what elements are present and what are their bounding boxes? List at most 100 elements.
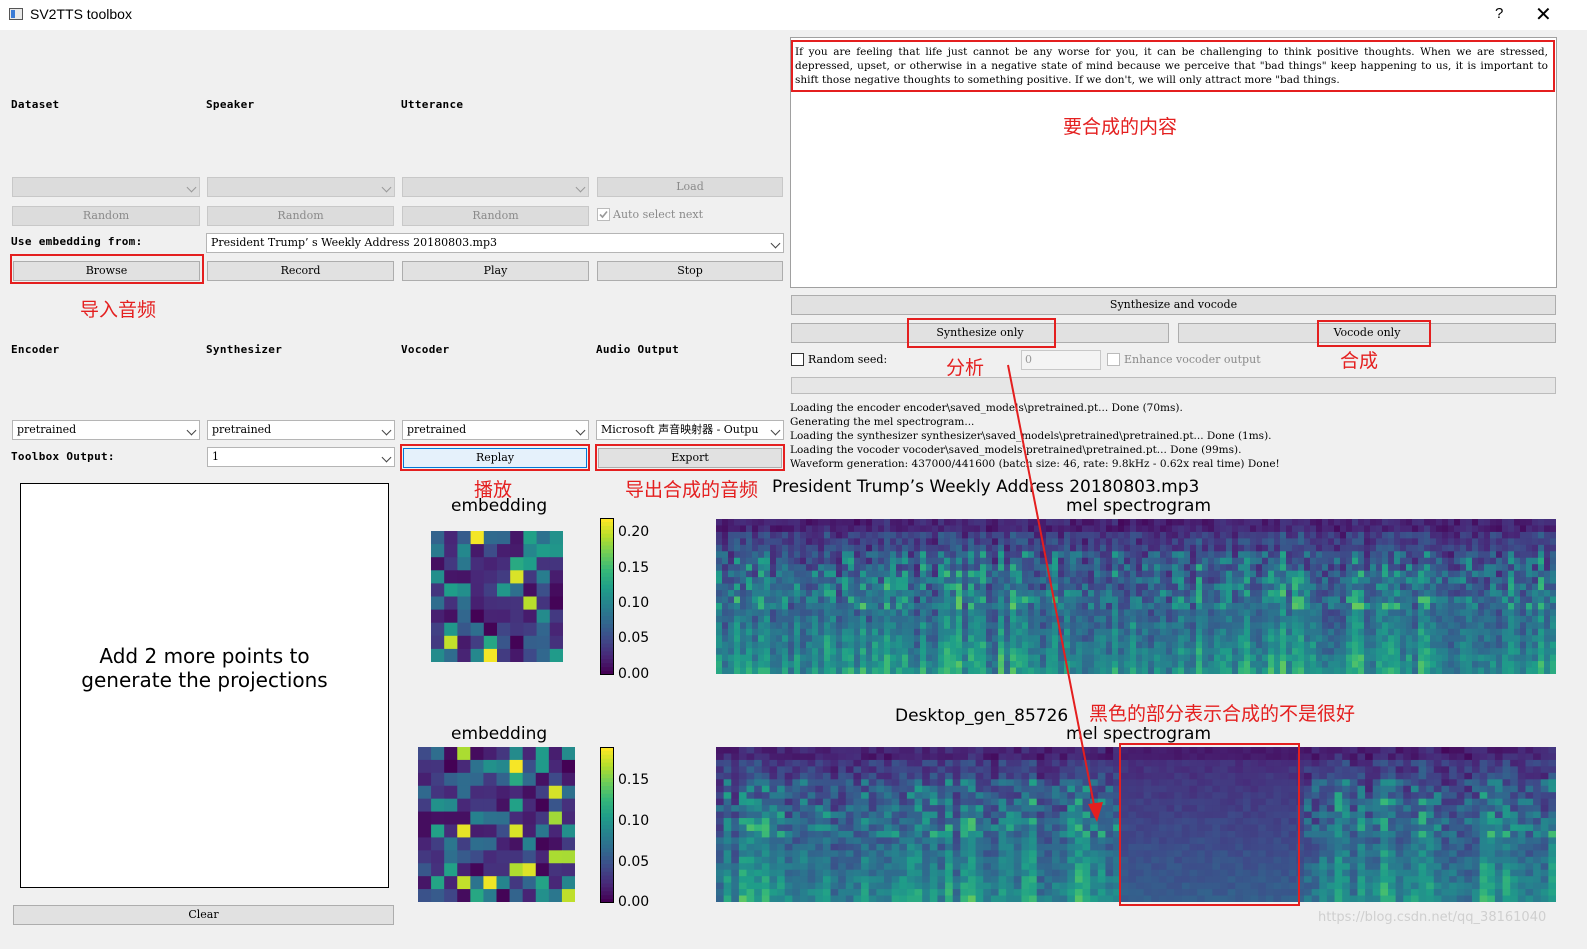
- mel-pixel: [1520, 667, 1527, 674]
- browse-button[interactable]: Browse: [13, 261, 200, 281]
- close-icon[interactable]: ✕: [1535, 4, 1552, 26]
- random-speaker-button[interactable]: Random: [207, 206, 394, 226]
- vocode-only-button[interactable]: Vocode only: [1178, 323, 1556, 343]
- mel-pixel: [920, 557, 927, 565]
- mel-pixel: [782, 577, 789, 585]
- mel-pixel: [1090, 837, 1099, 845]
- mel-pixel: [1088, 615, 1095, 623]
- embedding-cell: [457, 889, 471, 902]
- mel-pixel: [1466, 628, 1473, 636]
- mel-pixel: [1226, 622, 1233, 630]
- mel-pixel: [1382, 538, 1389, 546]
- mel-pixel: [836, 641, 843, 649]
- enhance-vocoder-checkbox[interactable]: [1107, 353, 1120, 366]
- embedding-cell: [496, 785, 511, 800]
- mel-pixel: [998, 583, 1005, 591]
- mel-pixel: [1160, 609, 1167, 617]
- mel-pixel: [956, 667, 963, 674]
- play-button[interactable]: Play: [402, 261, 589, 281]
- audio-output-select[interactable]: Microsoft 声音映射器 - Outpu: [596, 420, 784, 440]
- mel-pixel: [1004, 622, 1011, 630]
- mel-pixel: [1466, 635, 1473, 643]
- mel-pixel: [830, 544, 837, 552]
- mel-pixel: [860, 628, 867, 636]
- synthesis-text-area[interactable]: If you are feeling that life just cannot…: [790, 37, 1557, 288]
- mel-pixel: [1059, 785, 1068, 793]
- mel-pixel: [884, 856, 893, 864]
- mel-pixel: [1538, 641, 1545, 649]
- mel-pixel: [899, 830, 908, 839]
- synthesize-and-vocode-button[interactable]: Synthesize and vocode: [791, 295, 1556, 315]
- mel-pixel: [1044, 779, 1053, 787]
- mel-pixel: [1394, 609, 1401, 617]
- export-button[interactable]: Export: [598, 448, 782, 468]
- mel-pixel: [1190, 596, 1197, 604]
- mel-pixel: [1064, 564, 1071, 572]
- mel-pixel: [1412, 622, 1419, 630]
- mel-pixel: [1376, 596, 1383, 604]
- mel-pixel: [980, 609, 987, 617]
- utterance-select[interactable]: [402, 177, 589, 197]
- embedding-file-select[interactable]: President Trump’ s Weekly Address 201808…: [206, 233, 784, 253]
- mel-pixel: [1376, 551, 1383, 559]
- vocoder-select[interactable]: pretrained: [402, 420, 589, 440]
- synthesize-only-button[interactable]: Synthesize only: [791, 323, 1169, 343]
- mel-pixel: [1034, 544, 1041, 552]
- mel-pixel: [1544, 596, 1551, 604]
- mel-pixel: [1118, 590, 1125, 598]
- mel-pixel: [1274, 596, 1281, 604]
- mel-pixel: [1040, 590, 1047, 598]
- encoder-select[interactable]: pretrained: [12, 420, 200, 440]
- auto-select-checkbox[interactable]: [597, 208, 610, 221]
- mel-pixel: [1052, 843, 1061, 851]
- mel-pixel: [1262, 654, 1269, 662]
- mel-pixel: [975, 759, 984, 767]
- mel-pixel: [950, 544, 957, 552]
- mel-pixel: [754, 792, 763, 800]
- mel-pixel: [1196, 538, 1203, 546]
- mel-pixel: [1088, 570, 1095, 578]
- mel-pixel: [1334, 519, 1341, 527]
- mel-pixel: [1214, 602, 1221, 611]
- toolbox-output-select[interactable]: 1: [207, 447, 395, 467]
- mel-pixel: [1160, 577, 1167, 585]
- record-button[interactable]: Record: [207, 261, 394, 281]
- mel-pixel: [738, 772, 748, 780]
- mel-pixel: [1166, 628, 1173, 636]
- seed-input[interactable]: 0: [1021, 350, 1101, 370]
- mel-pixel: [1059, 792, 1068, 800]
- mel-pixel: [899, 753, 908, 761]
- dataset-select[interactable]: [12, 177, 200, 197]
- embedding-cell: [536, 648, 551, 662]
- mel-pixel: [1058, 609, 1065, 617]
- help-button[interactable]: ?: [1495, 5, 1504, 22]
- mel-pixel: [960, 818, 969, 826]
- mel-pixel: [1550, 525, 1556, 533]
- random-dataset-button[interactable]: Random: [12, 206, 200, 226]
- speaker-select[interactable]: [207, 177, 395, 197]
- mel-pixel: [792, 869, 801, 877]
- random-utterance-button[interactable]: Random: [402, 206, 589, 226]
- mel-pixel: [1244, 596, 1251, 604]
- embedding-cell: [418, 798, 432, 813]
- mel-pixel: [1160, 667, 1167, 674]
- random-seed-checkbox[interactable]: [791, 353, 804, 366]
- synthesizer-select[interactable]: pretrained: [207, 420, 395, 440]
- clear-button[interactable]: Clear: [13, 905, 394, 925]
- mel-pixel: [926, 557, 933, 565]
- mel-pixel: [1112, 583, 1119, 591]
- replay-button[interactable]: Replay: [403, 448, 587, 468]
- mel-pixel: [998, 635, 1005, 643]
- mel-pixel: [752, 590, 759, 598]
- load-button[interactable]: Load: [597, 177, 783, 197]
- mel-pixel: [1454, 622, 1461, 630]
- mel-pixel: [800, 551, 807, 559]
- stop-button[interactable]: Stop: [597, 261, 783, 281]
- mel-pixel: [761, 850, 771, 858]
- mel-pixel: [1226, 615, 1233, 623]
- mel-pixel: [1196, 641, 1203, 649]
- mel-pixel: [866, 590, 873, 598]
- colorbar-segment: [600, 789, 614, 795]
- colorbar-segment: [600, 879, 614, 885]
- mel-pixel: [1256, 531, 1263, 539]
